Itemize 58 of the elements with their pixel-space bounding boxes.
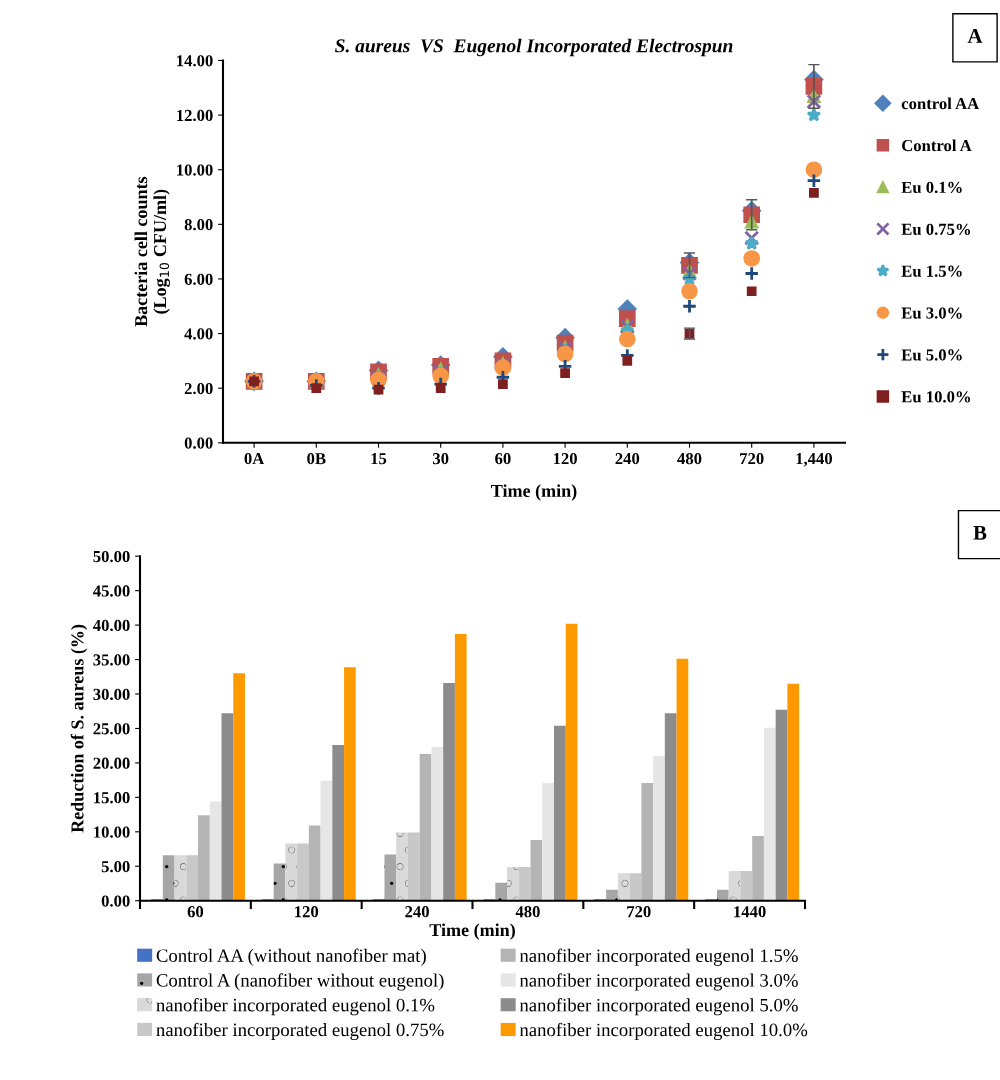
- y-tick-label: 14.00: [177, 55, 213, 67]
- x-axis-title: Time (min): [429, 923, 515, 940]
- legend-label: nanofiber incorporated eugenol 10.0%: [519, 1022, 808, 1041]
- x-tick-label: 0A: [244, 453, 265, 465]
- x-tick-label: 120: [295, 906, 319, 918]
- y-tick-label: 4.00: [184, 328, 213, 340]
- y-tick-label: 45.00: [93, 585, 130, 597]
- y-tick-label: 20.00: [93, 757, 130, 769]
- legend-label: nanofiber incorporated eugenol 0.75%: [156, 1022, 444, 1041]
- legend-label: Eu 3.0%: [901, 307, 962, 319]
- x-tick-label: 120: [553, 453, 577, 465]
- x-tick-label: 720: [740, 453, 764, 465]
- x-tick-label: 720: [627, 906, 651, 918]
- y-tick-label: 10.00: [94, 826, 130, 838]
- legend-label: Control A: [902, 139, 972, 152]
- y-tick-label: 0.00: [101, 895, 130, 907]
- x-axis-title: Time (min): [491, 484, 577, 501]
- y-axis-title: Bacteria cell counts (Log$_{10}$ CFU/ml): [134, 176, 170, 327]
- x-tick-label: 1,440: [796, 453, 833, 467]
- legend-label: Eu 1.5%: [901, 265, 962, 277]
- legend-label: Eu 0.1%: [901, 181, 962, 194]
- y-tick-label: 0.00: [184, 437, 213, 449]
- legend-label: Control A (nanofiber without eugenol): [156, 973, 444, 991]
- legend-label: Eu 5.0%: [901, 349, 962, 361]
- x-tick-label: 480: [515, 906, 540, 918]
- legend-label: Control AA (without nanofiber mat): [156, 948, 426, 966]
- x-tick-label: 60: [495, 453, 511, 465]
- legend-label: Eu 0.75%: [901, 223, 971, 235]
- y-tick-label: 12.00: [177, 109, 213, 122]
- x-tick-label: 240: [615, 453, 640, 465]
- legend-label: nanofiber incorporated eugenol 3.0%: [519, 973, 798, 991]
- y-tick-label: 10.00: [177, 164, 213, 176]
- x-tick-label: 1440: [734, 906, 766, 918]
- y-tick-label: 2.00: [184, 382, 213, 395]
- text: A: [967, 29, 983, 43]
- legend-label: nanofiber incorporated eugenol 5.0%: [519, 998, 798, 1016]
- y-tick-label: 6.00: [184, 273, 213, 285]
- y-tick-label: 40.00: [93, 619, 130, 632]
- y-tick-label: 25.00: [93, 723, 130, 735]
- x-tick-label: 15: [371, 453, 387, 465]
- y-tick-label: 5.00: [101, 860, 130, 873]
- x-tick-label: 480: [677, 453, 702, 465]
- x-tick-label: 240: [405, 906, 429, 918]
- legend-label: Eu 10.0%: [901, 391, 971, 403]
- y-axis-title: Reduction of S. aureus (%): [70, 624, 88, 833]
- y-tick-label: 35.00: [93, 654, 130, 666]
- legend-label: nanofiber incorporated eugenol 1.5%: [519, 948, 798, 966]
- chart-title: S. aureus VS Eugenol Incorporated Electrospun: [335, 38, 733, 57]
- x-tick-label: 30: [432, 453, 449, 465]
- x-tick-label: 60: [187, 906, 204, 918]
- y-tick-label: 30.00: [93, 688, 130, 701]
- y-tick-label: 8.00: [184, 219, 213, 231]
- text: B: [973, 525, 987, 540]
- y-tick-label: 50.00: [93, 550, 130, 563]
- legend-label: control AA: [901, 97, 980, 110]
- y-tick-label: 15.00: [94, 792, 130, 804]
- x-tick-label: 0B: [307, 453, 326, 465]
- legend-label: nanofiber incorporated eugenol 0.1%: [156, 998, 435, 1016]
